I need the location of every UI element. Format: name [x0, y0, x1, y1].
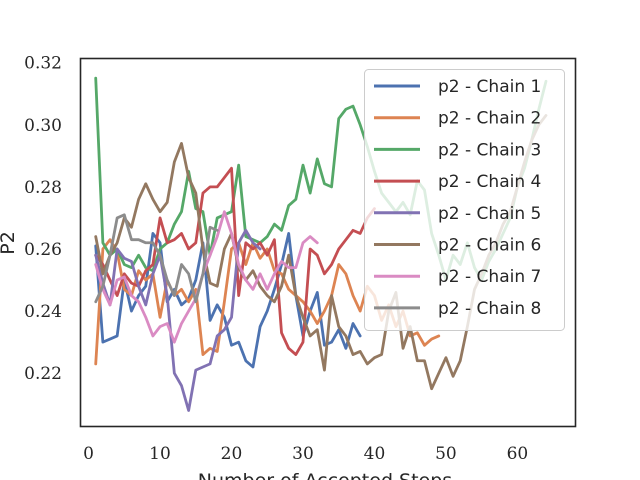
x-tick-label: 30 [292, 444, 314, 464]
x-tick-label: 10 [149, 444, 171, 464]
y-tick-label: 0.28 [24, 178, 62, 198]
y-tick-label: 0.30 [24, 116, 62, 136]
x-tick-label: 0 [83, 444, 94, 464]
legend: p2 - Chain 1 p2 - Chain 2 p2 - Chain 3 p2 -… [364, 69, 565, 331]
y-tick-label: 0.24 [24, 302, 62, 322]
x-axis: 0 10 20 30 40 50 60 [83, 444, 528, 464]
x-tick-label: 60 [507, 444, 529, 464]
legend-label-chain-3: p2 - Chain 3 [438, 140, 541, 160]
legend-label-chain-1: p2 - Chain 1 [438, 77, 541, 97]
x-tick-label: 40 [364, 444, 386, 464]
legend-label-chain-4: p2 - Chain 4 [438, 172, 541, 192]
legend-label-chain-8: p2 - Chain 8 [438, 299, 541, 319]
legend-label-chain-6: p2 - Chain 6 [438, 236, 541, 256]
series-line-chain-1 [94, 232, 362, 369]
series-layer [94, 76, 548, 412]
x-axis-label: Number of Accepted Steps [198, 470, 452, 480]
y-tick-label: 0.26 [24, 240, 62, 260]
series-line-chain-7 [94, 210, 319, 344]
x-tick-label: 50 [435, 444, 457, 464]
plot-frame [79, 57, 577, 428]
y-tick-label: 0.22 [24, 364, 62, 384]
legend-label-chain-5: p2 - Chain 5 [438, 204, 541, 224]
legend-label-chain-7: p2 - Chain 7 [438, 267, 541, 287]
series-line-chain-5 [94, 228, 262, 412]
y-axis: 0.22 0.24 0.26 0.28 0.30 0.32 [24, 54, 62, 385]
legend-label-chain-2: p2 - Chain 2 [438, 109, 541, 129]
series-line-chain-8 [94, 213, 219, 304]
y-axis-label: P2 [0, 231, 19, 255]
series-line-chain-4 [94, 166, 376, 356]
x-tick-label: 20 [221, 444, 243, 464]
y-tick-label: 0.32 [24, 54, 62, 74]
legend-box [364, 69, 565, 331]
